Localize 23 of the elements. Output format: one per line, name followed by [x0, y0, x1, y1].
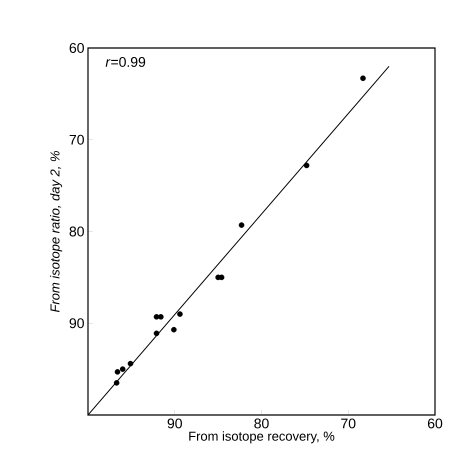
y-tick-label: 60 — [70, 43, 84, 53]
point — [154, 314, 160, 320]
x-tick-label: 70 — [341, 418, 356, 428]
point — [114, 369, 120, 375]
point — [177, 311, 183, 317]
point — [120, 366, 126, 372]
y-tick-label: 90 — [70, 318, 84, 328]
x-tick-label: 80 — [254, 418, 269, 428]
point — [360, 75, 366, 82]
y-axis-title: From isotope ratio, day 2, % — [50, 151, 62, 312]
point — [114, 380, 120, 386]
x-axis-title: From isotope recovery, % — [189, 431, 334, 444]
y-tick-label: 70 — [70, 134, 84, 145]
point — [158, 314, 164, 320]
point — [128, 360, 134, 366]
point — [154, 330, 160, 336]
point — [238, 222, 244, 228]
annotation: r=0.99 — [106, 57, 146, 67]
x-tick-label: 90 — [168, 418, 182, 428]
x-tick-label: 60 — [428, 418, 442, 428]
point — [171, 326, 177, 332]
y-tick-label: 80 — [70, 226, 84, 236]
point — [304, 162, 310, 168]
